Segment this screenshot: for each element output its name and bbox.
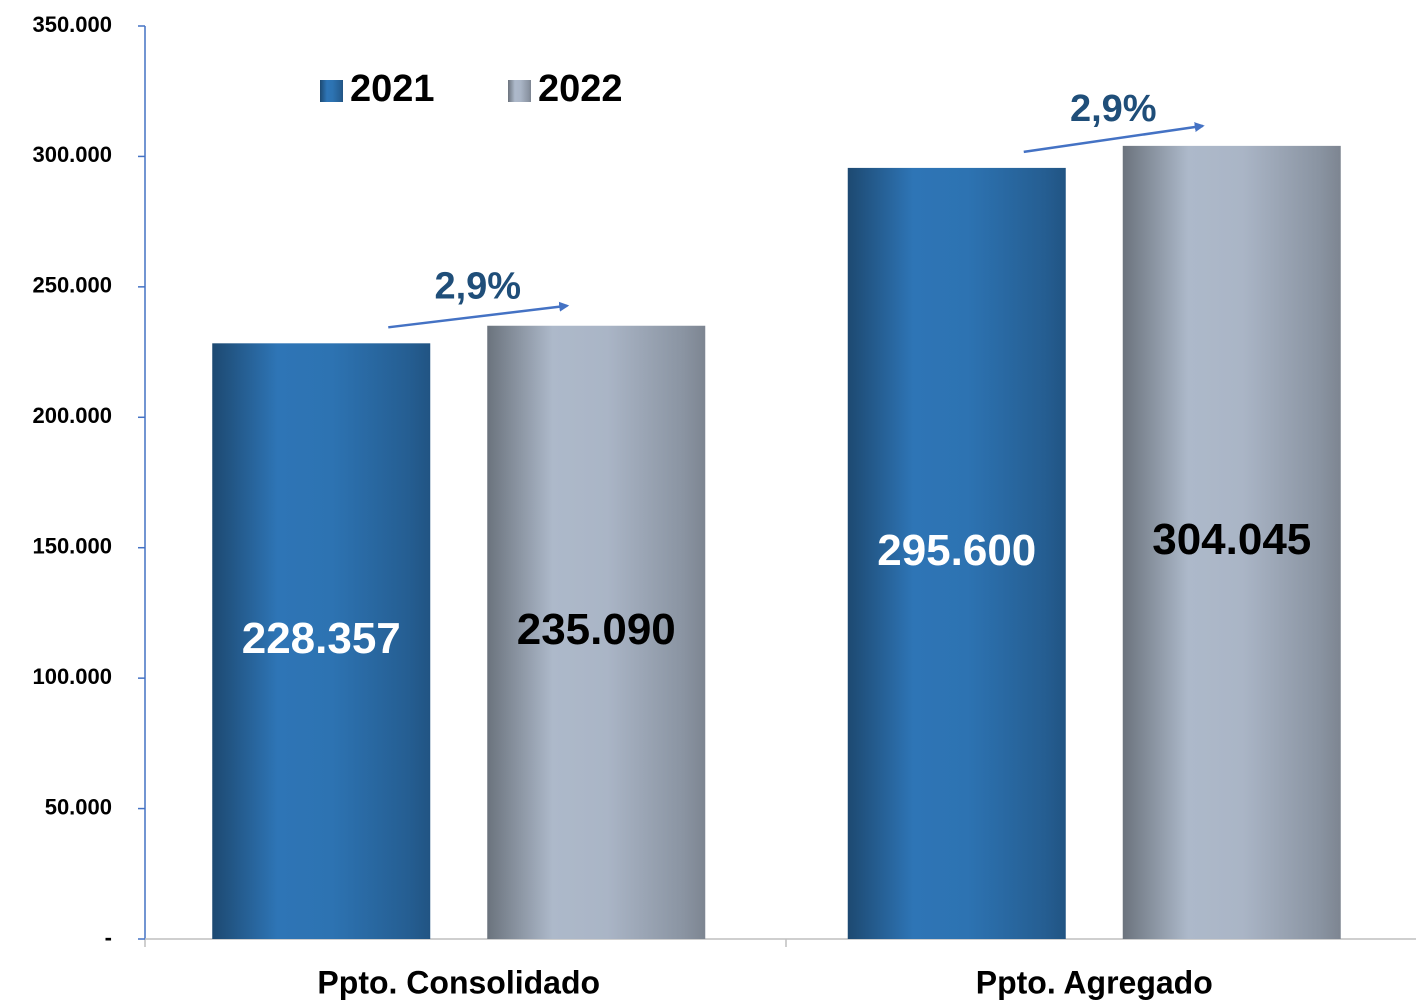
annotation-arrow: [388, 301, 570, 329]
bar-value-label: 295.600: [877, 526, 1036, 575]
y-tick-label: 50.000: [45, 794, 112, 819]
bar: [487, 325, 706, 939]
bar: [212, 343, 431, 939]
y-tick-label: -: [105, 925, 112, 950]
y-tick-label: 300.000: [32, 142, 112, 167]
y-tick-label: 200.000: [32, 403, 112, 428]
legend-swatch: [508, 80, 531, 102]
y-tick-label: 150.000: [32, 534, 112, 559]
annotation: 2,9%: [1070, 88, 1157, 130]
bar: [847, 167, 1066, 940]
legend-swatch: [320, 80, 343, 102]
bar-value-label: 304.045: [1152, 515, 1311, 564]
x-tick-label: Ppto. Agregado: [976, 964, 1213, 1000]
annotation-arrow: [1023, 122, 1205, 154]
annotation: 2,9%: [434, 266, 521, 308]
legend-label: 2021: [350, 68, 435, 110]
x-tick-label: Ppto. Consolidado: [317, 964, 600, 1000]
bar-value-label: 235.090: [517, 605, 676, 654]
y-tick-label: 350.000: [32, 12, 112, 37]
y-tick-label: 250.000: [32, 273, 112, 298]
bar: [1122, 145, 1341, 940]
y-tick-label: 100.000: [32, 664, 112, 689]
bar-value-label: 228.357: [242, 614, 401, 663]
legend-label: 2022: [538, 68, 623, 110]
